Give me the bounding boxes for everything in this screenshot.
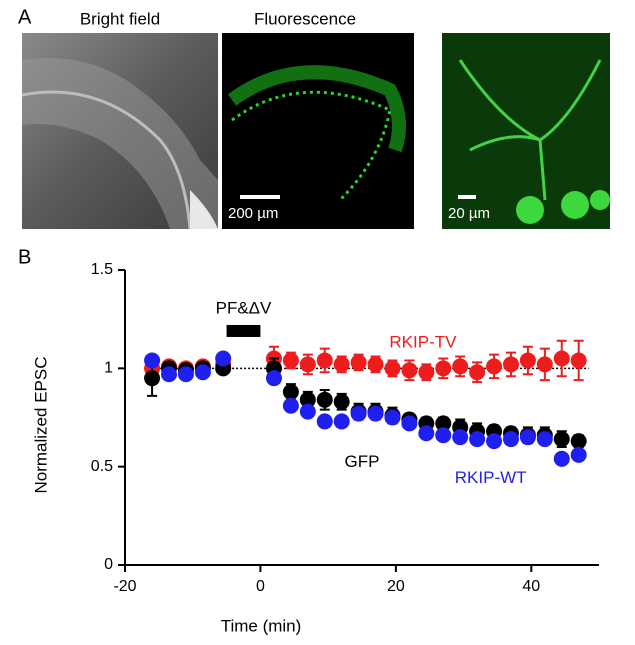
data-point xyxy=(350,354,367,371)
x-tick-label: -20 xyxy=(113,578,136,595)
data-point xyxy=(401,415,418,432)
data-point xyxy=(215,350,232,367)
data-point xyxy=(435,360,452,377)
data-point xyxy=(265,370,282,387)
stimulus-bar xyxy=(226,324,261,337)
data-point xyxy=(519,429,536,446)
data-point xyxy=(384,409,401,426)
image-title: Bright field xyxy=(80,9,160,28)
y-tick-label: 0 xyxy=(104,556,113,573)
x-axis-label: Time (min) xyxy=(221,616,302,635)
data-point xyxy=(333,393,350,410)
scale-label: 20 µm xyxy=(448,205,490,222)
series-label: RKIP-WT xyxy=(455,468,527,487)
data-point xyxy=(502,431,519,448)
data-point xyxy=(194,364,211,381)
data-point xyxy=(350,405,367,422)
y-axis-label: Normalized EPSC xyxy=(31,357,50,494)
scale-label: 200 µm xyxy=(228,205,278,222)
data-point xyxy=(502,356,519,373)
data-point xyxy=(570,446,587,463)
data-point xyxy=(316,413,333,430)
series-label: GFP xyxy=(345,452,380,471)
data-point xyxy=(486,433,503,450)
data-point xyxy=(144,370,161,387)
y-tick-label: 1.5 xyxy=(91,261,113,278)
series-label: RKIP-TV xyxy=(389,332,457,351)
data-point xyxy=(177,366,194,383)
data-point xyxy=(282,383,299,400)
data-point xyxy=(333,356,350,373)
data-point xyxy=(418,364,435,381)
data-point xyxy=(452,429,469,446)
data-point xyxy=(316,352,333,369)
data-point xyxy=(452,358,469,375)
data-point xyxy=(401,362,418,379)
data-point xyxy=(553,350,570,367)
data-point xyxy=(469,364,486,381)
y-tick-label: 0.5 xyxy=(91,458,113,475)
panel-label: B xyxy=(18,246,31,268)
x-tick-label: 40 xyxy=(522,578,540,595)
stimulus-label: PF&ΔV xyxy=(216,298,272,317)
zoom-image: 20 µm xyxy=(442,33,610,229)
data-point xyxy=(570,352,587,369)
data-point xyxy=(536,431,553,448)
data-point xyxy=(536,356,553,373)
data-point xyxy=(299,356,316,373)
data-point xyxy=(418,425,435,442)
data-point xyxy=(144,352,161,369)
data-point xyxy=(299,403,316,420)
y-tick-label: 1 xyxy=(104,360,113,377)
data-point xyxy=(553,431,570,448)
fluorescence-image: 200 µm xyxy=(222,33,414,229)
data-point xyxy=(333,413,350,430)
x-tick-label: 0 xyxy=(256,578,265,595)
data-point xyxy=(469,431,486,448)
data-point xyxy=(553,450,570,467)
data-point xyxy=(435,427,452,444)
data-point xyxy=(384,360,401,377)
data-point xyxy=(486,358,503,375)
data-point xyxy=(435,415,452,432)
panel-label: A xyxy=(18,6,32,28)
image-title: Fluorescence xyxy=(254,9,356,28)
x-tick-label: 20 xyxy=(387,578,405,595)
bright-field-image xyxy=(21,33,218,230)
data-point xyxy=(570,433,587,450)
data-point xyxy=(367,356,384,373)
data-point xyxy=(161,366,178,383)
data-point xyxy=(316,391,333,408)
data-point xyxy=(282,397,299,414)
data-point xyxy=(299,391,316,408)
data-point xyxy=(367,405,384,422)
data-point xyxy=(282,352,299,369)
data-point xyxy=(519,352,536,369)
